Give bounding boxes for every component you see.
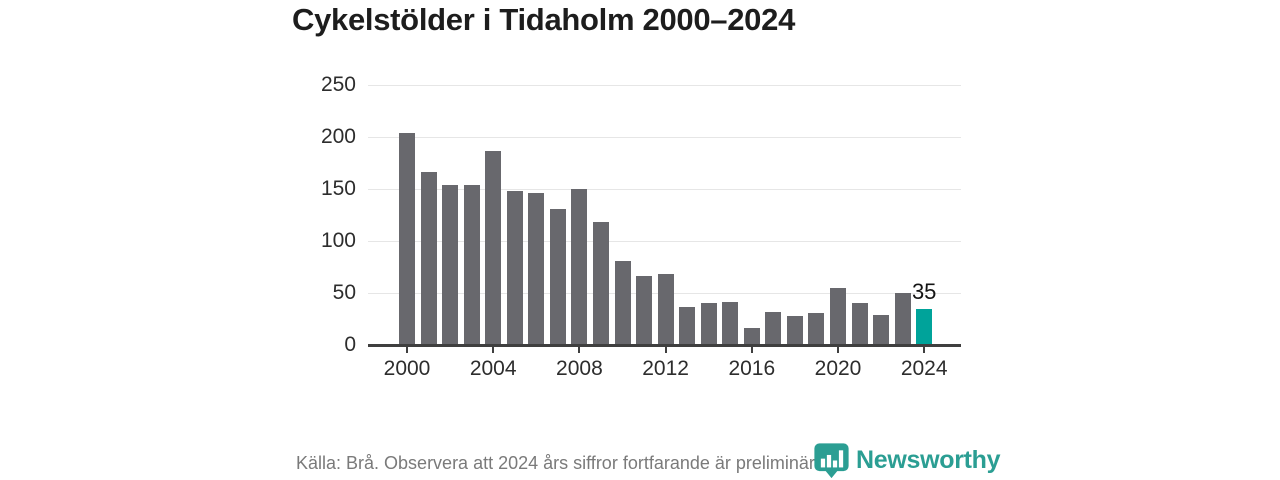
bar-2001 xyxy=(420,172,437,345)
bar-2020 xyxy=(830,287,846,345)
page-title: Cykelstölder i Tidaholm 2000–2024 xyxy=(292,2,796,37)
y-axis-label-0: 0 xyxy=(344,333,356,356)
gridline-150 xyxy=(368,189,961,190)
bar-2006 xyxy=(528,193,545,345)
bar-2021 xyxy=(851,303,868,345)
bar-2014 xyxy=(700,303,717,345)
x-tick-2020 xyxy=(837,347,839,353)
bar-2007 xyxy=(549,208,566,345)
gridline-200 xyxy=(368,137,961,138)
gridline-100 xyxy=(368,241,961,242)
x-tick-2008 xyxy=(578,347,581,353)
bar-2009 xyxy=(592,222,609,345)
x-axis-label-2024: 2024 xyxy=(900,357,948,380)
bar-2018 xyxy=(786,315,803,345)
bar-2013 xyxy=(679,306,696,345)
y-axis-label-200: 200 xyxy=(320,125,356,148)
y-axis-label-250: 250 xyxy=(320,73,356,96)
y-axis-label-150: 150 xyxy=(320,177,356,200)
bar-2010 xyxy=(614,260,631,345)
x-tick-2004 xyxy=(492,347,495,353)
x-axis-line xyxy=(368,344,961,347)
x-tick-2000 xyxy=(406,347,408,353)
bar-2000 xyxy=(399,132,415,345)
bar-2024 xyxy=(916,308,933,345)
bar-value-label-2024: 35 xyxy=(911,278,937,304)
x-axis-label-2012: 2012 xyxy=(642,357,689,380)
x-axis-label-2016: 2016 xyxy=(728,357,776,380)
y-axis-label-100: 100 xyxy=(320,229,356,252)
bar-2019 xyxy=(808,312,825,345)
x-tick-2012 xyxy=(664,347,667,353)
bar-2022 xyxy=(873,314,890,345)
bar-2003 xyxy=(463,184,480,345)
bar-2005 xyxy=(506,191,523,345)
x-axis-label-2000: 2000 xyxy=(383,357,431,380)
newsworthy-logo-text: Newsworthy xyxy=(856,446,1001,474)
bar-2017 xyxy=(765,311,782,345)
x-axis-label-2008: 2008 xyxy=(556,357,603,380)
bar-2016 xyxy=(743,328,760,345)
gridline-250 xyxy=(368,85,961,86)
x-tick-2024 xyxy=(923,347,926,353)
source-note: Källa: Brå. Observera att 2024 års siffr… xyxy=(296,453,830,473)
plot-area xyxy=(368,85,961,345)
bar-2008 xyxy=(571,189,588,345)
bar-2012 xyxy=(657,274,674,345)
x-tick-2016 xyxy=(750,347,753,353)
newsworthy-logo[interactable]: Newsworthy xyxy=(812,442,1001,479)
bar-2004 xyxy=(485,150,502,345)
x-axis-label-2020: 2020 xyxy=(814,357,862,380)
bar-2002 xyxy=(442,184,459,345)
bar-2011 xyxy=(636,276,653,345)
newsworthy-logo-icon xyxy=(812,442,851,479)
bar-2023 xyxy=(894,293,911,345)
bar-2015 xyxy=(722,302,739,345)
x-axis-label-2004: 2004 xyxy=(469,357,517,380)
y-axis-label-50: 50 xyxy=(332,281,356,304)
